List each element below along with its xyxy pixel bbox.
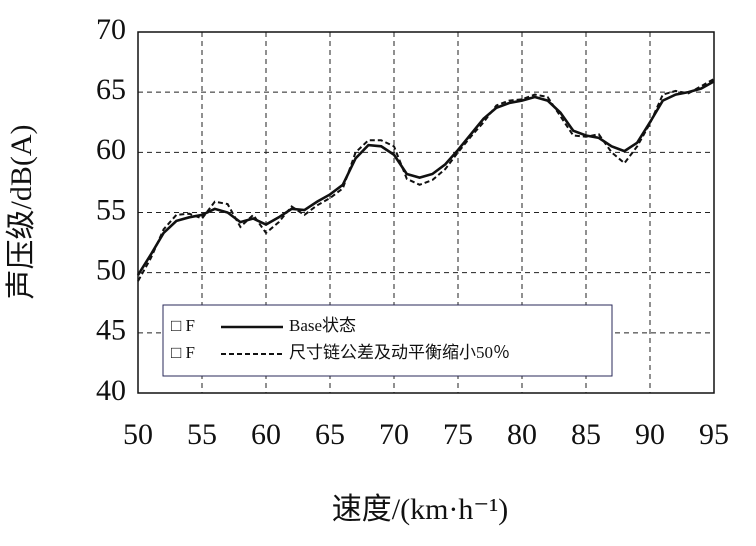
legend-label: 尺寸链公差及动平衡缩小50％ <box>289 343 510 362</box>
x-tick-label: 65 <box>315 418 345 451</box>
x-tick-label: 70 <box>379 418 409 451</box>
x-tick-label: 60 <box>251 418 281 451</box>
legend-box <box>162 304 613 377</box>
y-tick-label: 50 <box>96 254 126 287</box>
x-tick-label: 85 <box>571 418 601 451</box>
y-tick-label: 60 <box>96 133 126 166</box>
y-tick-label: 40 <box>96 374 126 407</box>
legend-label: Base状态 <box>289 316 356 335</box>
legend-marker: □ F <box>171 316 195 335</box>
x-tick-label: 90 <box>635 418 665 451</box>
line-series <box>137 78 715 282</box>
x-tick-label: 95 <box>699 418 729 451</box>
x-tick-label: 75 <box>443 418 473 451</box>
y-tick-label: 65 <box>96 73 126 106</box>
x-tick-label: 80 <box>507 418 537 451</box>
x-tick-label: 55 <box>187 418 217 451</box>
y-tick-label: 45 <box>96 314 126 347</box>
line-series <box>136 80 715 276</box>
y-tick-label: 70 <box>96 13 126 46</box>
x-axis-label: 速度/(km·h⁻¹) <box>332 493 508 526</box>
y-axis-label: 声压级/dB(A) <box>5 125 38 300</box>
plot-frame <box>137 31 715 394</box>
legend-marker: □ F <box>171 343 195 362</box>
x-tick-label: 50 <box>123 418 153 451</box>
y-tick-label: 55 <box>96 193 126 226</box>
